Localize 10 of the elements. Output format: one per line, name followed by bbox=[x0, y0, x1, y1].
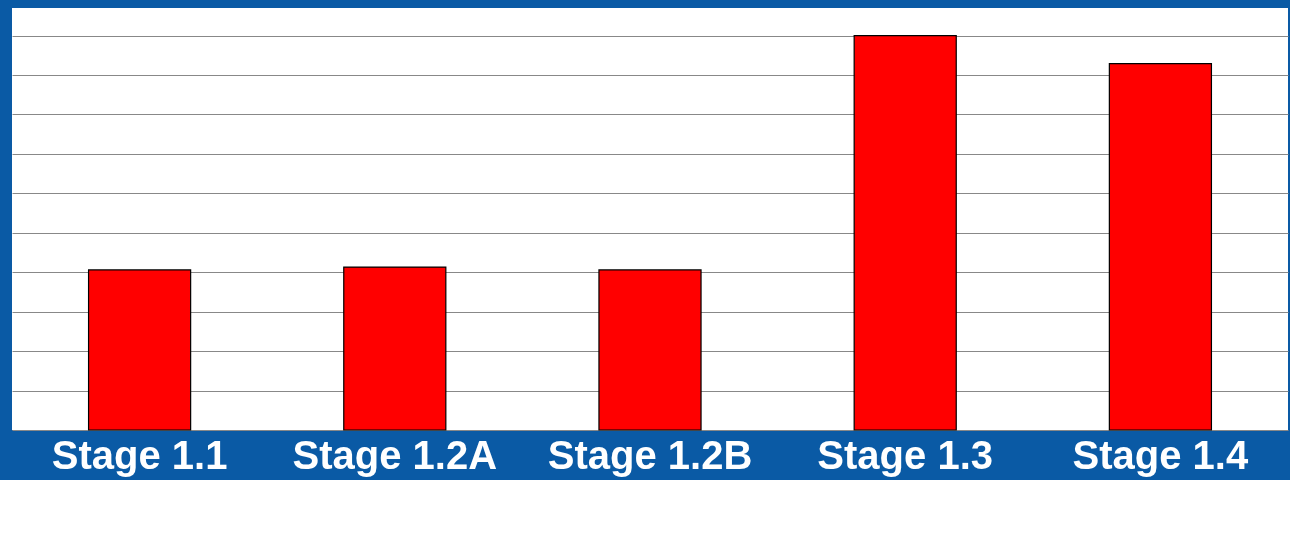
bar bbox=[853, 35, 957, 431]
x-tick-label: Stage 1.3 bbox=[817, 432, 994, 477]
bar bbox=[1108, 63, 1213, 431]
x-tick-label: Stage 1.4 bbox=[1072, 432, 1249, 477]
x-tick-label: Stage 1.1 bbox=[51, 432, 228, 477]
x-tick-label: Stage 1.2A bbox=[292, 432, 498, 477]
bar bbox=[87, 269, 192, 431]
x-tick-label: Stage 1.2B bbox=[547, 432, 753, 477]
bar bbox=[343, 266, 447, 431]
bar bbox=[598, 269, 702, 431]
